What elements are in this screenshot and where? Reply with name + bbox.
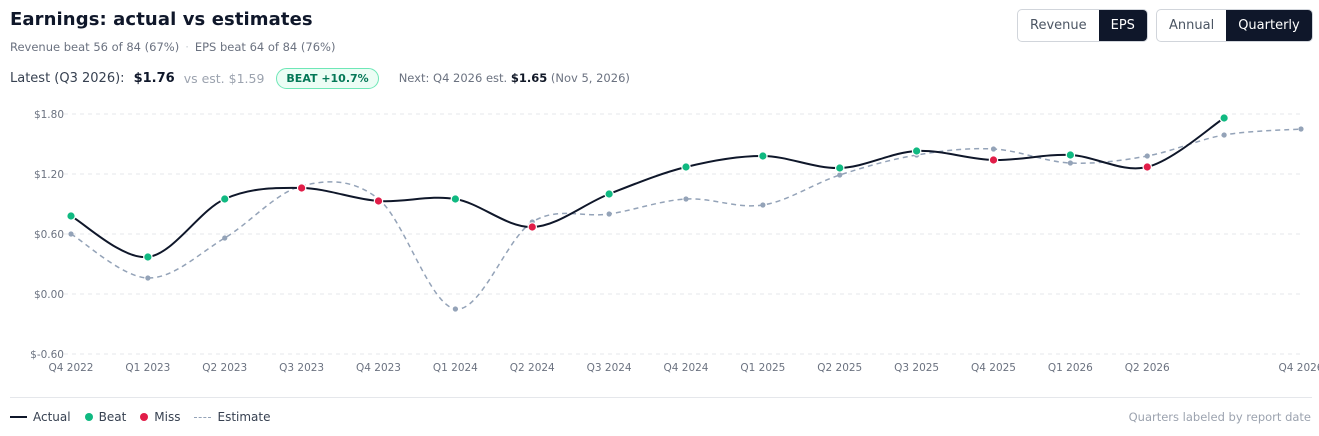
x-tick-label: Q1 2023 — [125, 362, 170, 374]
estimate-point — [222, 235, 228, 241]
latest-label: Latest (Q3 2026): — [10, 70, 125, 86]
x-tick-label: Q4 2023 — [356, 362, 401, 374]
y-tick-label: $1.20 — [34, 169, 64, 181]
legend-estimate: Estimate — [194, 410, 271, 424]
x-tick-label: Q4 2024 — [663, 362, 708, 374]
beat-point — [1219, 113, 1229, 123]
eps-beat-summary: EPS beat 64 of 84 (76%) — [194, 40, 336, 54]
legend-beat-swatch — [84, 413, 93, 421]
metric-eps-button[interactable]: EPS — [1098, 10, 1147, 41]
x-tick-label: Q2 2026 — [1125, 362, 1170, 374]
summary-separator: · — [185, 40, 189, 54]
beat-point — [911, 146, 922, 156]
metric-revenue-button[interactable]: Revenue — [1030, 18, 1087, 33]
beat-point — [681, 162, 691, 172]
beat-point — [758, 151, 768, 161]
page-title: Earnings: actual vs estimates — [10, 9, 313, 30]
x-tick-label: Q4 2026 — [1278, 362, 1319, 374]
legend-miss: Miss — [140, 410, 180, 424]
estimate-point — [760, 202, 766, 208]
estimate-point — [606, 211, 612, 217]
estimate-point — [837, 172, 843, 178]
miss-point — [373, 196, 384, 206]
estimate-point — [68, 231, 74, 237]
x-tick-label: Q1 2026 — [1048, 362, 1093, 374]
x-tick-label: Q1 2025 — [740, 362, 785, 374]
estimate-point — [1221, 132, 1227, 138]
legend-estimate-swatch — [194, 416, 212, 418]
legend-actual-label: Actual — [33, 410, 71, 424]
x-tick-label: Q2 2025 — [817, 362, 862, 374]
x-tick-label: Q3 2023 — [279, 362, 324, 374]
estimate-point — [1144, 153, 1150, 159]
legend-miss-swatch — [140, 413, 149, 421]
next-estimate-value: $1.65 — [510, 71, 548, 85]
y-tick-label: $1.80 — [34, 109, 64, 121]
miss-point — [527, 222, 538, 232]
period-quarterly-button[interactable]: Quarterly — [1226, 10, 1312, 41]
x-tick-label: Q3 2025 — [894, 362, 939, 374]
beat-point — [143, 252, 153, 262]
x-tick-label: Q3 2024 — [587, 362, 632, 374]
legend-miss-label: Miss — [154, 410, 181, 424]
x-tick-label: Q4 2022 — [48, 362, 93, 374]
beat-point — [66, 211, 76, 221]
beat-summary: Revenue beat 56 of 84 (67%) · EPS beat 64 … — [10, 40, 335, 54]
next-estimate-prefix: Next: Q4 2026 est. — [398, 71, 508, 85]
legend-estimate-label: Estimate — [217, 410, 271, 424]
revenue-beat-summary: Revenue beat 56 of 84 (67%) — [10, 40, 180, 54]
legend-beat-label: Beat — [98, 410, 127, 424]
legend-actual: Actual — [10, 410, 71, 424]
estimate-point — [990, 146, 997, 152]
chart-legend: Actual Beat Miss Estimate — [10, 410, 285, 424]
beat-badge: BEAT +10.7% — [276, 67, 379, 89]
footer-note: Quarters labeled by report date — [1128, 410, 1311, 424]
beat-point — [1065, 150, 1076, 160]
x-tick-label: Q2 2024 — [510, 362, 555, 374]
y-tick-label: $-0.60 — [30, 349, 64, 361]
period-toggle: Annual Quarterly — [1156, 9, 1313, 42]
estimate-point — [145, 275, 151, 281]
estimate-line — [70, 128, 1302, 310]
metric-toggle: Revenue EPS — [1017, 9, 1148, 42]
estimate-point — [1298, 126, 1304, 132]
estimate-point — [452, 306, 458, 312]
estimate-point — [683, 196, 689, 202]
x-tick-label: Q1 2024 — [433, 362, 478, 374]
latest-result-row: Latest (Q3 2026): $1.76 vs est. $1.59 BE… — [10, 67, 630, 89]
x-tick-label: Q2 2023 — [202, 362, 247, 374]
latest-value: $1.76 — [133, 70, 175, 86]
next-estimate-date: (Nov 5, 2026) — [550, 71, 630, 85]
beat-point — [219, 194, 230, 204]
next-estimate: Next: Q4 2026 est. $1.65 (Nov 5, 2026) — [399, 71, 630, 85]
estimate-point — [1067, 160, 1073, 166]
legend-beat: Beat — [84, 410, 127, 424]
miss-point — [988, 155, 999, 165]
miss-point — [296, 183, 307, 193]
miss-point — [1142, 162, 1153, 172]
legend-divider — [10, 397, 1312, 398]
actual-line — [70, 117, 1225, 259]
beat-point — [450, 194, 461, 204]
legend-actual-swatch — [10, 416, 27, 418]
period-annual-button[interactable]: Annual — [1169, 18, 1215, 33]
y-tick-label: $0.60 — [34, 229, 64, 241]
y-tick-label: $0.00 — [34, 289, 64, 301]
beat-point — [604, 189, 614, 199]
beat-point — [834, 163, 845, 173]
latest-vs-estimate: vs est. $1.59 — [183, 70, 265, 86]
x-tick-label: Q4 2025 — [971, 362, 1016, 374]
